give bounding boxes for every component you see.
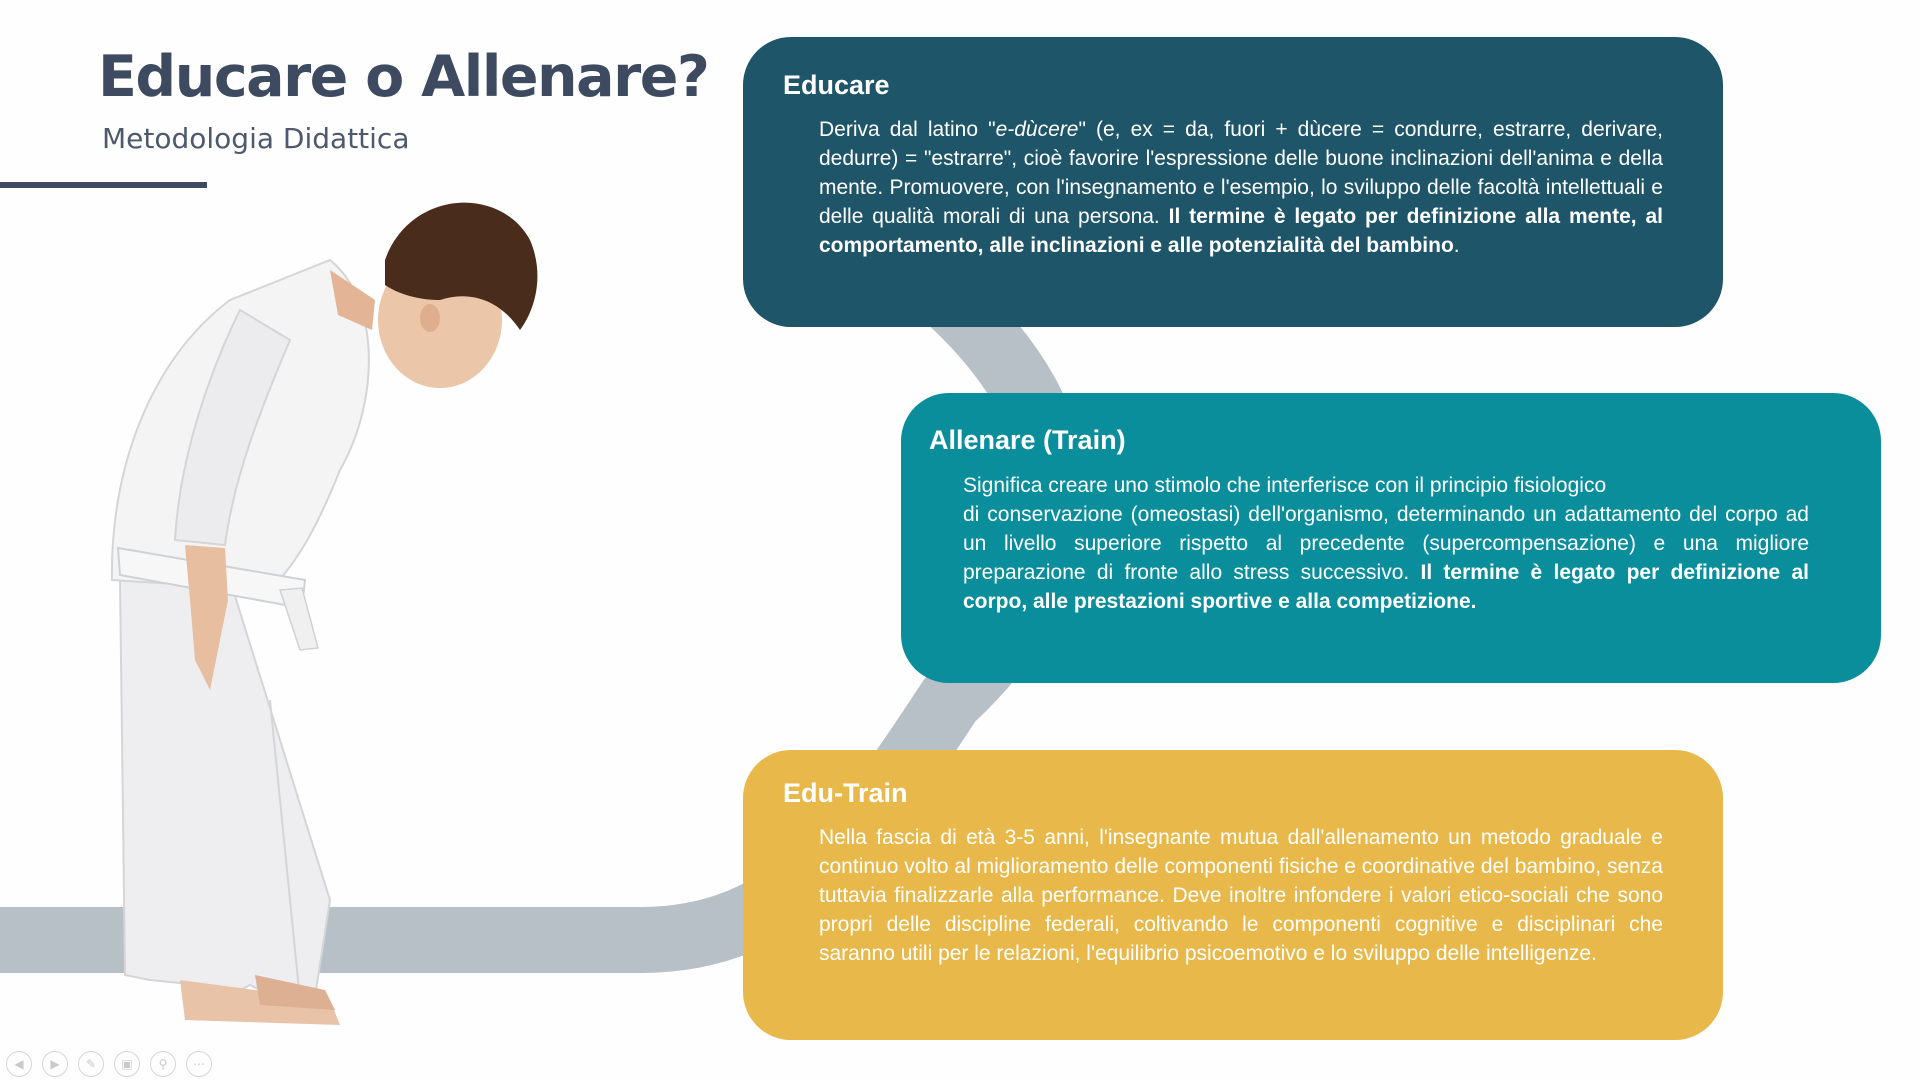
- text-run: " (e, ex = da, fuori + dùcere = condurre…: [819, 118, 1663, 228]
- allenare-heading: Allenare (Train): [929, 425, 1126, 455]
- edutrain-text: Nella fascia di età 3-5 anni, l'insegnan…: [819, 823, 1663, 968]
- child-illustration: [110, 202, 538, 1025]
- allenare-card: Allenare (Train) Significa creare uno st…: [901, 393, 1881, 683]
- text-run: di conservazione (omeostasi) dell'organi…: [963, 503, 1809, 584]
- text-run: e-dùcere: [995, 118, 1079, 141]
- educare-card: Educare Deriva dal latino "e-dùcere" (e,…: [743, 37, 1723, 327]
- text-run: .: [1453, 234, 1460, 257]
- allenare-text: Significa creare uno stimolo che interfe…: [963, 471, 1809, 616]
- edutrain-heading: Edu-Train: [783, 778, 908, 808]
- more-options-button[interactable]: ⋯: [186, 1051, 212, 1077]
- pen-tool-button[interactable]: ✎: [78, 1051, 104, 1077]
- edutrain-card: Edu-Train Nella fascia di età 3-5 anni, …: [743, 750, 1723, 1040]
- next-slide-button[interactable]: ▶: [42, 1051, 68, 1077]
- text-run: Significa creare uno stimolo che interfe…: [963, 474, 1607, 497]
- text-run: Deriva dal latino ": [819, 118, 996, 141]
- text-run: Nella fascia di età 3-5 anni, l'insegnan…: [819, 826, 1663, 965]
- text-run: Il termine è legato per definizione alla…: [819, 205, 1663, 257]
- slideshow-toolbar: ◀ ▶ ✎ ▣ ⚲ ⋯: [6, 1051, 212, 1077]
- title-underline: [0, 182, 207, 188]
- educare-text: Deriva dal latino "e-dùcere" (e, ex = da…: [819, 115, 1663, 260]
- zoom-button[interactable]: ⚲: [150, 1051, 176, 1077]
- slide-subtitle: Metodologia Didattica: [102, 122, 410, 155]
- educare-heading: Educare: [783, 70, 890, 100]
- text-run: Il termine è legato per definizione al c…: [963, 561, 1809, 613]
- slide-title: Educare o Allenare?: [98, 44, 710, 110]
- slide-overview-button[interactable]: ▣: [114, 1051, 140, 1077]
- previous-slide-button[interactable]: ◀: [6, 1051, 32, 1077]
